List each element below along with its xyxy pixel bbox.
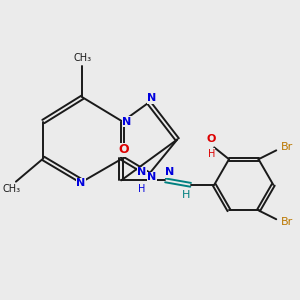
- Text: Br: Br: [280, 217, 293, 227]
- Text: O: O: [119, 143, 130, 157]
- Text: N: N: [137, 167, 146, 177]
- Text: Br: Br: [280, 142, 293, 152]
- Text: N: N: [147, 172, 156, 182]
- Text: H: H: [138, 184, 146, 194]
- Text: N: N: [147, 93, 156, 103]
- Text: CH₃: CH₃: [2, 184, 21, 194]
- Text: N: N: [122, 116, 131, 127]
- Text: N: N: [165, 167, 175, 177]
- Text: O: O: [207, 134, 216, 144]
- Text: N: N: [76, 178, 86, 188]
- Text: H: H: [208, 149, 215, 159]
- Text: CH₃: CH₃: [73, 53, 92, 63]
- Text: H: H: [182, 190, 190, 200]
